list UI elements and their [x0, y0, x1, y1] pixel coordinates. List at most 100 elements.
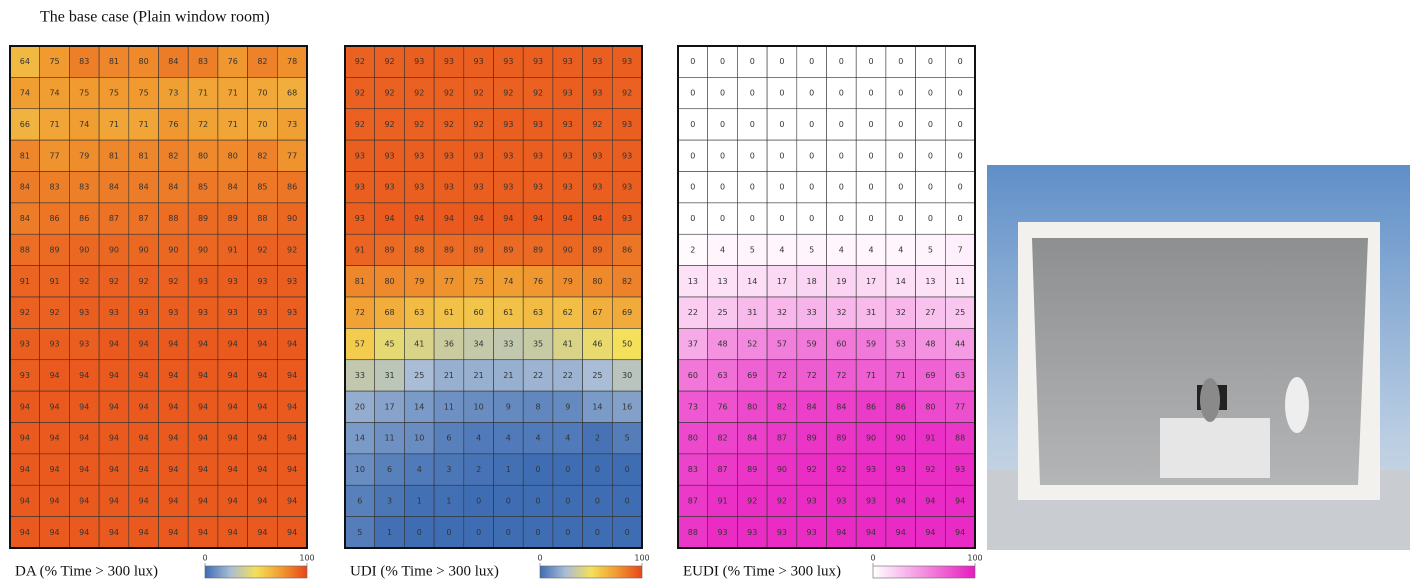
cell — [826, 139, 857, 172]
cell-label: 90 — [139, 245, 149, 254]
room-render — [987, 165, 1410, 550]
cell-label: 88 — [257, 214, 267, 223]
cell — [158, 265, 189, 298]
cell-label: 80 — [747, 402, 757, 411]
cell — [69, 328, 100, 361]
cell-label: 94 — [49, 371, 59, 380]
cell — [915, 359, 946, 392]
cell-label: 94 — [168, 371, 178, 380]
cell-label: 70 — [257, 89, 267, 98]
cell — [344, 359, 376, 392]
cell-label: 93 — [896, 465, 906, 474]
cell — [9, 296, 41, 329]
cell-label: 4 — [417, 465, 422, 474]
cell-label: 0 — [958, 183, 963, 192]
cell-label: 94 — [503, 214, 513, 223]
cell — [582, 77, 613, 110]
cell — [98, 171, 130, 204]
cell-label: 0 — [720, 214, 725, 223]
cell — [39, 171, 70, 204]
cell — [187, 77, 219, 110]
cell-label: 89 — [228, 214, 238, 223]
cell-label: 14 — [414, 402, 424, 411]
cell — [404, 202, 435, 235]
cell — [158, 296, 189, 329]
cell-label: 0 — [898, 57, 903, 66]
cell — [855, 108, 887, 141]
cell — [374, 265, 405, 298]
cell-label: 0 — [809, 120, 814, 129]
cell — [344, 390, 376, 423]
cell — [707, 202, 738, 235]
cell-label: 0 — [750, 214, 755, 223]
cell-label: 94 — [20, 434, 30, 443]
cell-label: 1 — [417, 496, 422, 505]
cell-label: 11 — [384, 434, 394, 443]
cell-label: 94 — [228, 528, 238, 537]
cell — [276, 390, 308, 423]
cell — [98, 202, 130, 235]
cell-label: 94 — [109, 528, 119, 537]
cell — [463, 359, 494, 392]
cell-label: 71 — [49, 120, 59, 129]
cell — [69, 265, 100, 298]
cell-label: 0 — [839, 89, 844, 98]
cell-label: 0 — [506, 496, 511, 505]
cell — [276, 45, 308, 78]
cell — [9, 328, 41, 361]
cell-label: 94 — [139, 434, 149, 443]
cell-label: 60 — [688, 371, 698, 380]
cell-label: 3 — [446, 465, 451, 474]
heatmap: 64 75 83 81 80 84 83 76 82 78 74 74 75 75 75 73 71 71 70 68… — [9, 45, 315, 579]
cell-label: 92 — [257, 245, 267, 254]
cell-label: 94 — [20, 402, 30, 411]
cell — [522, 453, 554, 486]
cell-label: 92 — [503, 89, 513, 98]
cell-label: 0 — [476, 496, 481, 505]
cell-label: 63 — [414, 308, 424, 317]
cell — [707, 139, 738, 172]
cell — [463, 453, 494, 486]
cell-label: 92 — [444, 120, 454, 129]
cell-label: 0 — [869, 214, 874, 223]
cell — [737, 453, 768, 486]
cell — [582, 484, 613, 517]
cell — [766, 265, 798, 298]
cell — [433, 296, 465, 329]
cell-label: 0 — [779, 151, 784, 160]
cell-label: 93 — [444, 57, 454, 66]
cell — [493, 171, 524, 204]
cell-label: 94 — [168, 402, 178, 411]
cell-label: 91 — [228, 245, 238, 254]
cell-label: 68 — [384, 308, 394, 317]
cell-label: 4 — [506, 434, 511, 443]
cell-label: 93 — [355, 214, 365, 223]
cell-label: 93 — [444, 183, 454, 192]
cell-label: 10 — [414, 434, 424, 443]
cell-label: 92 — [777, 496, 787, 505]
cell-label: 0 — [565, 496, 570, 505]
cell-label: 86 — [49, 214, 59, 223]
cell — [582, 516, 613, 549]
cell-label: 94 — [139, 371, 149, 380]
cell — [826, 453, 857, 486]
cell-label: 92 — [925, 465, 935, 474]
cell — [433, 516, 465, 549]
cell-label: 94 — [168, 465, 178, 474]
cell-label: 92 — [474, 89, 484, 98]
cell-label: 93 — [474, 151, 484, 160]
cell — [522, 516, 554, 549]
cell — [944, 233, 976, 266]
cell — [707, 233, 738, 266]
cell-label: 94 — [109, 371, 119, 380]
cell — [158, 77, 189, 110]
cell-label: 92 — [384, 57, 394, 66]
cell — [9, 139, 41, 172]
cell — [98, 139, 130, 172]
cell — [677, 390, 709, 423]
cell-label: 84 — [807, 402, 817, 411]
cell — [433, 139, 465, 172]
cell-label: 0 — [720, 120, 725, 129]
cell — [276, 296, 308, 329]
cell-label: 0 — [898, 183, 903, 192]
